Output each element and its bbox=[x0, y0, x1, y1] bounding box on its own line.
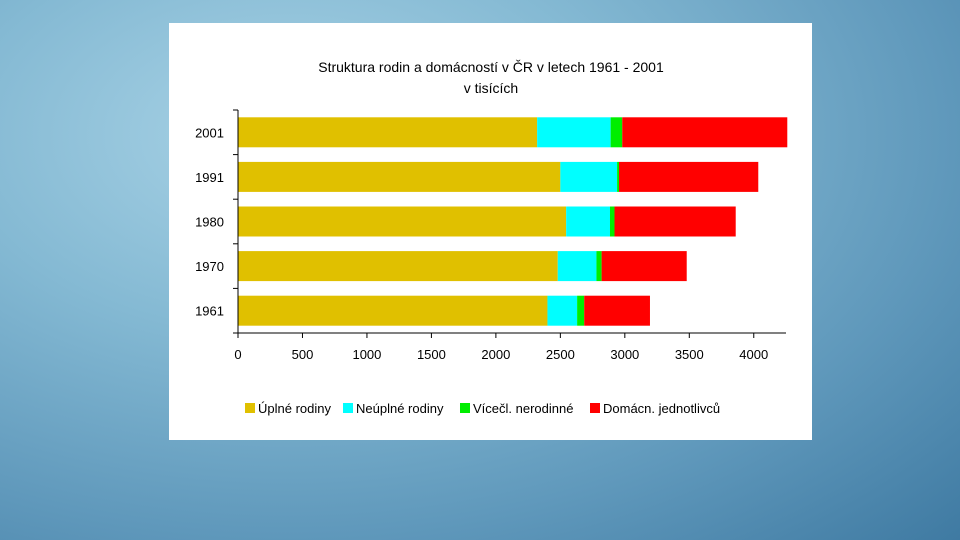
legend-label: Vícečl. nerodinné bbox=[473, 401, 573, 416]
x-tick-label: 2500 bbox=[546, 347, 575, 362]
legend-swatch bbox=[245, 403, 255, 413]
legend-swatch bbox=[460, 403, 470, 413]
x-tick-label: 0 bbox=[234, 347, 241, 362]
x-tick-label: 1500 bbox=[417, 347, 446, 362]
legend-swatch bbox=[590, 403, 600, 413]
bar-1961-series-4 bbox=[584, 295, 650, 326]
bar-1961-series-3 bbox=[577, 295, 585, 326]
bar-1991-series-4 bbox=[619, 161, 759, 192]
y-tick-label: 1961 bbox=[195, 304, 224, 319]
y-tick-label: 2001 bbox=[195, 125, 224, 140]
y-tick-label: 1980 bbox=[195, 215, 224, 230]
legend-label: Úplné rodiny bbox=[258, 401, 331, 416]
x-tick-label: 2000 bbox=[481, 347, 510, 362]
bar-1980-series-4 bbox=[614, 206, 736, 237]
legend-swatch bbox=[343, 403, 353, 413]
legend-label: Neúplné rodiny bbox=[356, 401, 444, 416]
bars-group bbox=[238, 117, 788, 326]
bar-2001-series-4 bbox=[622, 117, 788, 148]
chart-title: Struktura rodin a domácností v ČR v lete… bbox=[318, 59, 664, 75]
x-tick-label: 1000 bbox=[352, 347, 381, 362]
x-tick-label: 3500 bbox=[675, 347, 704, 362]
y-tick-label: 1991 bbox=[195, 170, 224, 185]
chart-subtitle: v tisících bbox=[464, 80, 518, 96]
bar-1970-series-1 bbox=[238, 251, 558, 282]
bar-2001-series-2 bbox=[537, 117, 611, 148]
x-tick-label: 3000 bbox=[610, 347, 639, 362]
bar-1961-series-1 bbox=[238, 295, 548, 326]
bar-1980-series-2 bbox=[566, 206, 610, 237]
legend: Úplné rodiny Neúplné rodiny Vícečl. nerodi… bbox=[245, 401, 720, 416]
bar-1970-series-4 bbox=[601, 251, 687, 282]
x-tick-label: 4000 bbox=[739, 347, 768, 362]
bar-2001-series-1 bbox=[238, 117, 538, 148]
chart-panel: Struktura rodin a domácností v ČR v lete… bbox=[169, 23, 812, 440]
bar-1980-series-3 bbox=[609, 206, 615, 237]
axes-group: 2001 1991 1980 1970 1961 0 500 1000 1500 2000 2500… bbox=[195, 109, 786, 362]
legend-label: Domácn. jednotlivců bbox=[603, 401, 720, 416]
y-tick-label: 1970 bbox=[195, 259, 224, 274]
bar-1970-series-3 bbox=[596, 251, 602, 282]
bar-1970-series-2 bbox=[557, 251, 597, 282]
bar-1991-series-3 bbox=[617, 161, 620, 192]
bar-2001-series-3 bbox=[610, 117, 623, 148]
bar-1991-series-1 bbox=[238, 161, 561, 192]
x-tick-label: 500 bbox=[292, 347, 314, 362]
bar-1991-series-2 bbox=[560, 161, 618, 192]
stacked-bar-chart: Struktura rodin a domácností v ČR v lete… bbox=[195, 59, 788, 416]
bar-1961-series-2 bbox=[547, 295, 578, 326]
bar-1980-series-1 bbox=[238, 206, 567, 237]
